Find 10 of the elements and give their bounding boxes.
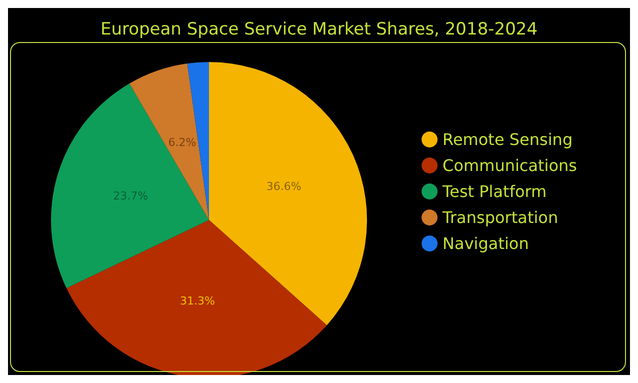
legend-label: Test Platform (442, 182, 547, 201)
chart-title: European Space Service Market Shares, 2018-2024 (100, 20, 538, 40)
legend-label: Navigation (442, 234, 529, 253)
data-label: 36.6% (266, 180, 302, 193)
data-label: 31.3% (180, 294, 215, 308)
legend-label: Transportation (442, 208, 558, 227)
legend-label: Remote Sensing (442, 130, 573, 149)
data-label: 23.7% (113, 189, 148, 202)
data-label: 6.2% (168, 136, 196, 150)
legend-label: Communications (442, 156, 578, 175)
